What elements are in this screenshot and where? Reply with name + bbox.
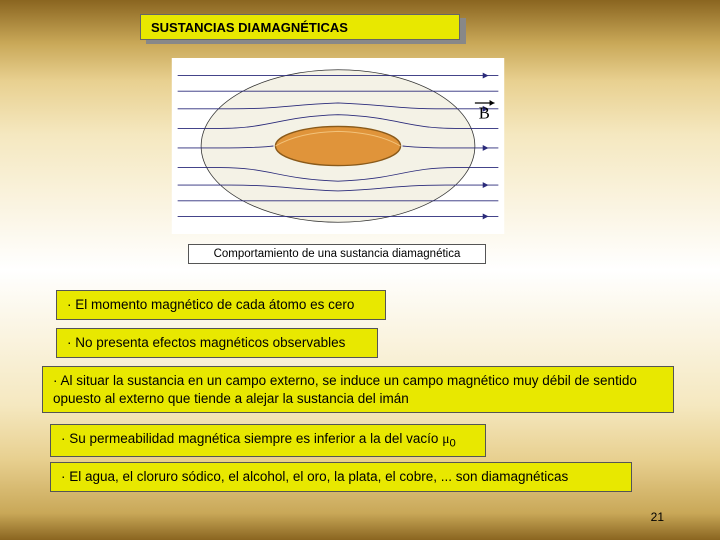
page-number: 21 xyxy=(651,510,664,524)
bullet-5-text: · El agua, el cloruro sódico, el alcohol… xyxy=(61,469,568,484)
field-diagram: B xyxy=(168,58,508,234)
bullet-1: · El momento magnético de cada átomo es … xyxy=(56,290,386,320)
title-text: SUSTANCIAS DIAMAGNÉTICAS xyxy=(151,20,348,35)
bullet-5: · El agua, el cloruro sódico, el alcohol… xyxy=(50,462,632,492)
caption-box: Comportamiento de una sustancia diamagné… xyxy=(188,244,486,264)
bullet-1-text: · El momento magnético de cada átomo es … xyxy=(67,297,354,312)
title-box: SUSTANCIAS DIAMAGNÉTICAS xyxy=(140,14,460,40)
bullet-3-text: · Al situar la sustancia en un campo ext… xyxy=(53,373,637,406)
bullet-4: · Su permeabilidad magnética siempre es … xyxy=(50,424,486,457)
b-label: B xyxy=(479,104,490,123)
bullet-4-prefix: · Su permeabilidad magnética siempre es … xyxy=(61,431,442,446)
bullet-2-text: · No presenta efectos magnéticos observa… xyxy=(67,335,345,350)
caption-text: Comportamiento de una sustancia diamagné… xyxy=(214,248,461,260)
substance-blob xyxy=(275,126,400,165)
bullet-3: · Al situar la sustancia en un campo ext… xyxy=(42,366,674,413)
slide: SUSTANCIAS DIAMAGNÉTICAS xyxy=(0,0,720,540)
mu-subscript: 0 xyxy=(449,438,455,450)
bullet-2: · No presenta efectos magnéticos observa… xyxy=(56,328,378,358)
